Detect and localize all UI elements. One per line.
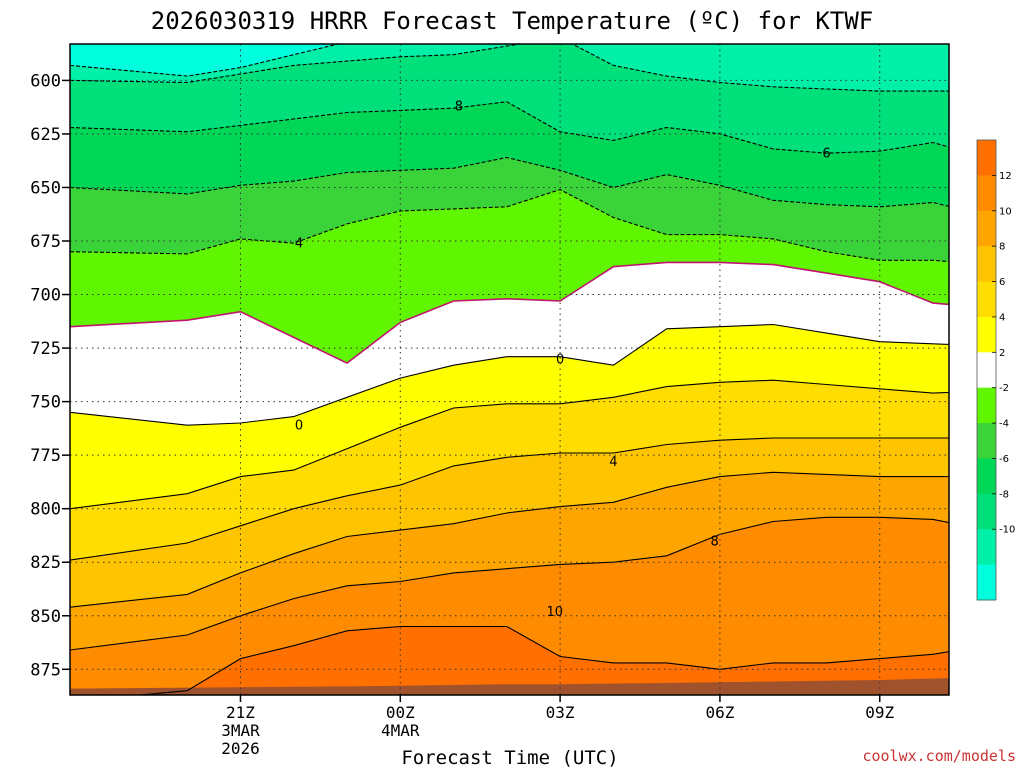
y-tick-label: 625 bbox=[30, 125, 61, 145]
x-tick-label: 09Z bbox=[865, 703, 894, 722]
contour-label: 0 bbox=[295, 419, 303, 434]
colorbar-swatch bbox=[977, 387, 996, 424]
colorbar-label: 12 bbox=[999, 171, 1012, 182]
colorbar-label: 8 bbox=[999, 242, 1005, 253]
temperature-fill-bands bbox=[70, 44, 949, 695]
contour-label: 8 bbox=[710, 534, 718, 549]
y-tick-label: 750 bbox=[30, 393, 61, 413]
isotherm-line-minus4 bbox=[70, 156, 949, 208]
colorbar-swatch bbox=[977, 352, 996, 389]
x-tick-date: 3MAR bbox=[221, 721, 260, 740]
y-tick-label: 850 bbox=[30, 607, 61, 627]
colorbar-swatch bbox=[977, 423, 996, 459]
isotherm-line-0 bbox=[70, 261, 949, 365]
y-tick-label: 725 bbox=[30, 339, 61, 359]
contour-label: 8 bbox=[455, 100, 463, 115]
colorbar-swatch bbox=[977, 140, 996, 176]
x-tick-label: 00Z bbox=[386, 703, 415, 722]
colorbar-label: 2 bbox=[999, 348, 1005, 359]
colorbar-swatch bbox=[977, 316, 996, 353]
colorbar-label: -6 bbox=[999, 454, 1009, 465]
colorbar-label: 6 bbox=[999, 277, 1005, 288]
contour-label: 0 bbox=[556, 352, 564, 367]
colorbar: 12 10 8 6 4 2 -2 -4 -6 -8 -10 bbox=[976, 139, 1015, 601]
isotherm-line-4 bbox=[70, 379, 949, 510]
colorbar-swatch bbox=[977, 210, 996, 247]
colorbar-label: -4 bbox=[999, 419, 1009, 430]
y-tick-label: 700 bbox=[30, 286, 61, 306]
isotherm-line-12 bbox=[134, 625, 949, 695]
x-tick-year: 2026 bbox=[221, 739, 260, 758]
isotherm-line-10 bbox=[70, 516, 949, 651]
x-tick-date: 4MAR bbox=[381, 721, 420, 740]
plot-frame bbox=[69, 43, 950, 696]
colorbar-label: -2 bbox=[999, 383, 1009, 394]
ground-surface bbox=[70, 678, 949, 695]
isotherm-line-8 bbox=[70, 471, 949, 608]
y-tick-label: 600 bbox=[30, 71, 61, 91]
temp-band-0 bbox=[70, 44, 340, 77]
colorbar-label: -8 bbox=[999, 489, 1009, 500]
colorbar-swatch bbox=[977, 529, 996, 566]
isotherm-line-6 bbox=[70, 437, 949, 561]
colorbar-swatch bbox=[977, 564, 996, 601]
isotherm-line-minus2 bbox=[70, 189, 949, 263]
colorbar-swatch bbox=[977, 458, 996, 495]
y-axis: 600 625 650 675 700 725 750 775 800 825 850 875 bbox=[30, 71, 70, 680]
isotherm-lines bbox=[70, 44, 949, 695]
colorbar-swatch bbox=[977, 175, 996, 212]
y-tick-label: 675 bbox=[30, 232, 61, 252]
grid-lines bbox=[70, 44, 949, 695]
colorbar-swatch bbox=[977, 493, 996, 530]
isotherm-line-minus10 bbox=[70, 44, 341, 77]
colorbar-label: 10 bbox=[999, 206, 1012, 217]
colorbar-frame bbox=[976, 139, 997, 601]
y-tick-label: 650 bbox=[30, 178, 61, 198]
contour-label: 10 bbox=[547, 605, 564, 620]
colorbar-swatch bbox=[977, 281, 996, 318]
x-axis-label: Forecast Time (UTC) bbox=[401, 747, 618, 768]
x-tick-label: 06Z bbox=[705, 703, 734, 722]
y-tick-label: 875 bbox=[30, 660, 61, 680]
y-tick-label: 800 bbox=[30, 500, 61, 520]
x-tick-label: 21Z bbox=[226, 703, 255, 722]
isotherm-line-2 bbox=[70, 323, 949, 426]
x-tick-label: 03Z bbox=[546, 703, 575, 722]
y-tick-label: 825 bbox=[30, 553, 61, 573]
contour-label: 4 bbox=[295, 237, 303, 252]
contour-label: 4 bbox=[609, 455, 617, 470]
colorbar-swatch bbox=[977, 246, 996, 283]
credit-text[interactable]: coolwx.com/models bbox=[862, 747, 1016, 765]
y-tick-label: 775 bbox=[30, 446, 61, 466]
contour-label: 6 bbox=[822, 147, 830, 162]
colorbar-label: -10 bbox=[999, 525, 1015, 536]
x-axis: 21Z3MAR202600Z4MAR03Z06Z09Z12Z bbox=[221, 695, 895, 758]
terrain-ground bbox=[70, 678, 949, 695]
colorbar-label: 4 bbox=[999, 312, 1005, 323]
chart-title: 2026030319 HRRR Forecast Temperature (ºC… bbox=[151, 7, 873, 35]
